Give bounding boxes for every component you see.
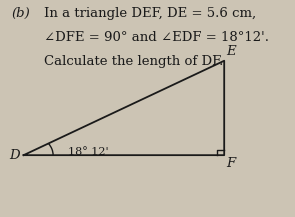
Text: (b): (b) (12, 7, 31, 20)
Text: ∠DFE = 90° and ∠EDF = 18°12'.: ∠DFE = 90° and ∠EDF = 18°12'. (44, 31, 269, 44)
Text: D: D (9, 149, 20, 162)
Text: F: F (227, 157, 236, 170)
Text: E: E (227, 45, 236, 58)
Text: In a triangle DEF, DE = 5.6 cm,: In a triangle DEF, DE = 5.6 cm, (44, 7, 256, 20)
Text: 18° 12': 18° 12' (68, 147, 109, 157)
Text: Calculate the length of DF.: Calculate the length of DF. (44, 55, 224, 68)
